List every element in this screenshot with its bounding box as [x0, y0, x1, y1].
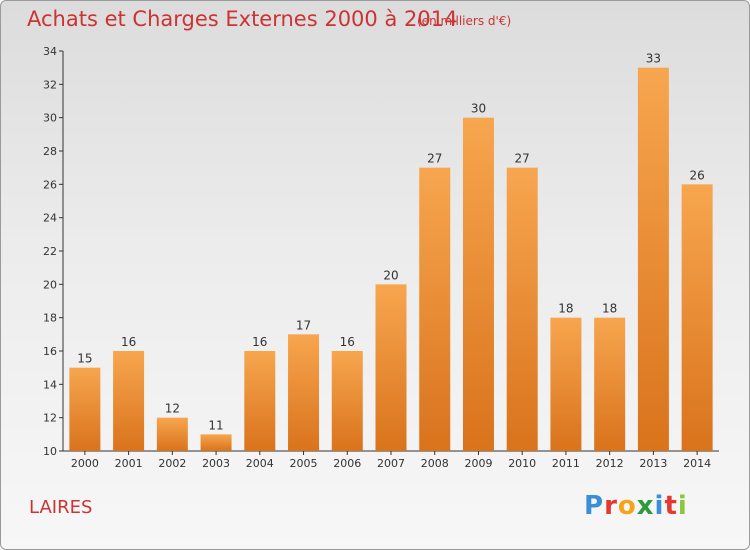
y-tick-label: 22: [43, 245, 57, 258]
bars: [69, 67, 713, 452]
bar: [594, 317, 626, 451]
bar: [375, 284, 407, 451]
data-label: 18: [558, 302, 573, 316]
bar: [200, 434, 232, 451]
labels: 2000 15 2001 16 2002 12 2003 11 2004 16 2005 17 2006…: [71, 52, 711, 470]
data-label: 20: [383, 268, 398, 282]
x-tick-label: 2008: [421, 457, 449, 470]
commune-name: LAIRES: [29, 497, 93, 518]
x-tick-label: 2000: [71, 457, 99, 470]
bar: [637, 67, 669, 452]
bar: [419, 167, 451, 451]
data-label: 18: [602, 302, 617, 316]
data-label: 26: [689, 168, 704, 182]
bar: [550, 317, 582, 451]
bar: [331, 351, 363, 451]
data-label: 16: [252, 335, 267, 349]
bar: [244, 351, 276, 451]
bar: [462, 117, 494, 452]
bar: [113, 351, 145, 451]
y-tick-label: 24: [43, 212, 57, 225]
y-tick-label: 30: [43, 112, 57, 125]
bar: [681, 184, 713, 452]
data-label: 16: [340, 335, 355, 349]
chart-unit: (en milliers d'€): [417, 14, 512, 28]
bar: [69, 367, 101, 451]
y-tick-label: 12: [43, 412, 57, 425]
data-label: 16: [121, 335, 136, 349]
x-tick-label: 2011: [552, 457, 580, 470]
y-tick-label: 14: [43, 378, 57, 391]
bar: [156, 417, 188, 451]
data-label: 17: [296, 318, 311, 332]
y-tick-label: 20: [43, 278, 57, 291]
data-label: 15: [77, 352, 92, 366]
x-tick-label: 2012: [596, 457, 624, 470]
data-label: 27: [515, 152, 530, 166]
x-tick-label: 2014: [683, 457, 711, 470]
x-tick-label: 2013: [639, 457, 667, 470]
axes: 10 12 14 16 18 20 22 24 26 28 30 32 34: [43, 45, 719, 458]
data-label: 27: [427, 152, 442, 166]
proxiti-logo[interactable]: Proxiti: [584, 491, 688, 521]
x-tick-label: 2002: [158, 457, 186, 470]
y-tick-label: 26: [43, 178, 57, 191]
y-tick-label: 28: [43, 145, 57, 158]
y-tick-label: 10: [43, 445, 57, 458]
x-tick-label: 2005: [290, 457, 318, 470]
chart-title: Achats et Charges Externes 2000 à 2014: [27, 7, 458, 31]
x-tick-label: 2006: [333, 457, 361, 470]
y-tick-label: 34: [43, 45, 57, 58]
bar: [506, 167, 538, 451]
data-label: 30: [471, 102, 486, 116]
y-tick-label: 18: [43, 312, 57, 325]
y-tick-label: 16: [43, 345, 57, 358]
x-tick-label: 2007: [377, 457, 405, 470]
x-tick-label: 2009: [464, 457, 492, 470]
data-label: 11: [208, 418, 223, 432]
x-tick-label: 2001: [115, 457, 143, 470]
y-tick-label: 32: [43, 78, 57, 91]
data-label: 12: [165, 402, 180, 416]
data-label: 33: [646, 52, 661, 66]
x-tick-label: 2004: [246, 457, 274, 470]
x-tick-label: 2010: [508, 457, 536, 470]
bar: [288, 334, 320, 451]
x-tick-label: 2003: [202, 457, 230, 470]
